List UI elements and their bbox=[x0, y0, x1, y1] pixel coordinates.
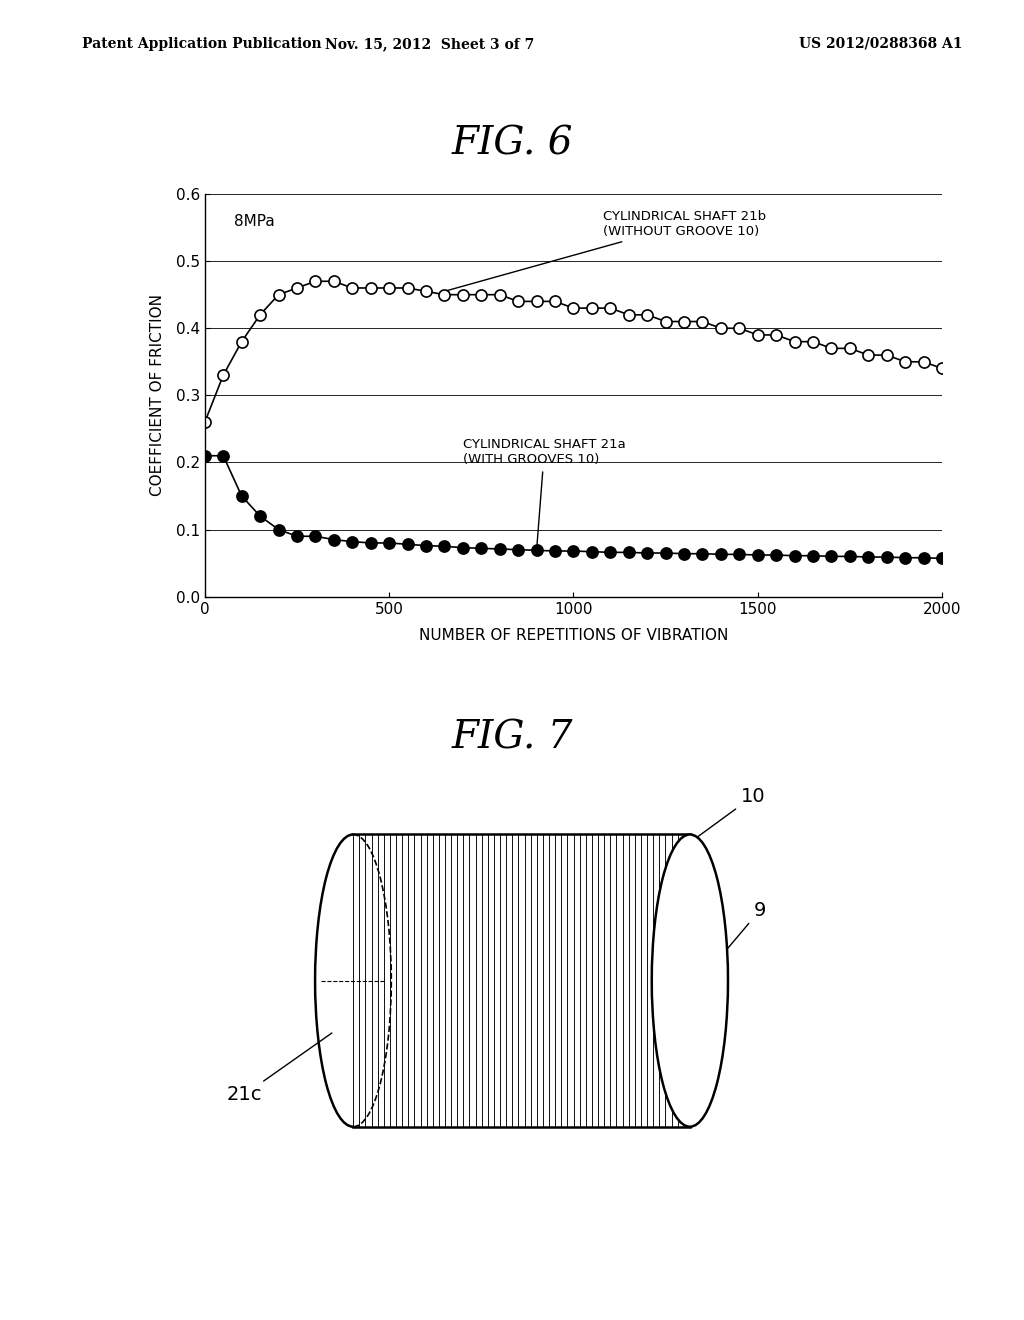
Text: 10: 10 bbox=[673, 787, 765, 855]
Text: 8MPa: 8MPa bbox=[234, 214, 275, 230]
X-axis label: NUMBER OF REPETITIONS OF VIBRATION: NUMBER OF REPETITIONS OF VIBRATION bbox=[419, 627, 728, 643]
Text: US 2012/0288368 A1: US 2012/0288368 A1 bbox=[799, 37, 963, 51]
Text: Patent Application Publication: Patent Application Publication bbox=[82, 37, 322, 51]
Y-axis label: COEFFICIENT OF FRICTION: COEFFICIENT OF FRICTION bbox=[150, 294, 165, 496]
Text: CYLINDRICAL SHAFT 21a
(WITH GROOVES 10): CYLINDRICAL SHAFT 21a (WITH GROOVES 10) bbox=[463, 438, 626, 548]
Text: FIG. 6: FIG. 6 bbox=[452, 125, 572, 162]
Text: 21c: 21c bbox=[226, 1034, 332, 1105]
Text: FIG. 7: FIG. 7 bbox=[452, 719, 572, 756]
Polygon shape bbox=[353, 834, 690, 1127]
Text: CYLINDRICAL SHAFT 21b
(WITHOUT GROOVE 10): CYLINDRICAL SHAFT 21b (WITHOUT GROOVE 10… bbox=[447, 210, 766, 290]
Ellipse shape bbox=[651, 834, 728, 1127]
Text: 9: 9 bbox=[719, 902, 766, 960]
Text: Nov. 15, 2012  Sheet 3 of 7: Nov. 15, 2012 Sheet 3 of 7 bbox=[326, 37, 535, 51]
